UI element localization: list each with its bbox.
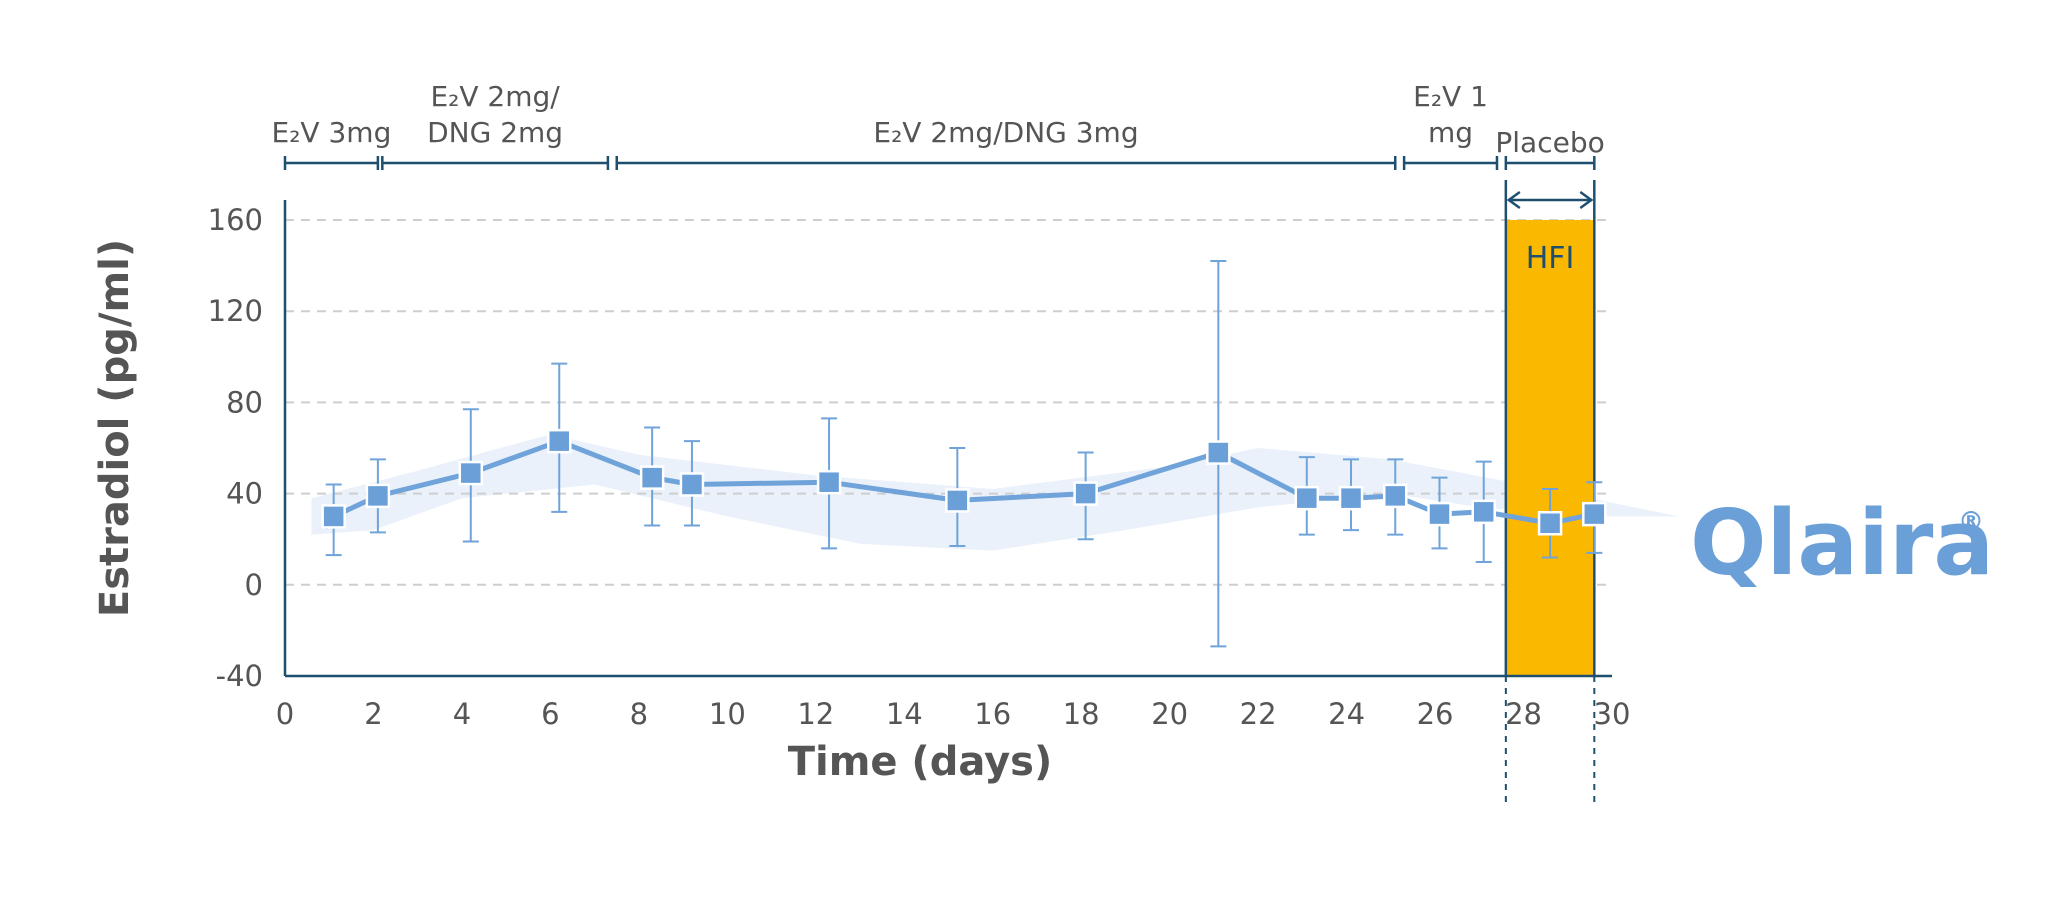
y-axis-title: Estradiol (pg/ml) <box>92 239 138 617</box>
hfi-region: HFI <box>1505 190 1595 676</box>
y-tick-label: 0 <box>245 568 263 602</box>
x-tick-label: 30 <box>1594 697 1631 731</box>
data-point <box>1073 481 1098 506</box>
x-tick-label: 6 <box>541 697 559 731</box>
data-point <box>1383 483 1408 509</box>
x-tick-label: 0 <box>276 697 294 731</box>
qlaira-logo: Qlaira ® <box>1690 491 1994 596</box>
y-tick-label: 80 <box>226 385 263 419</box>
hfi-bar <box>1505 220 1595 676</box>
x-tick-label: 14 <box>886 697 923 731</box>
x-axis-ticks: 0 2 4 6 8 10 12 14 16 18 20 22 24 26 28 30 <box>276 697 1631 731</box>
brand-name: Qlaira <box>1690 491 1994 596</box>
data-point <box>365 483 391 509</box>
x-tick-label: 10 <box>709 697 746 731</box>
phase-label-line2: DNG 2mg <box>427 116 563 149</box>
hfi-arrow-left-head <box>1506 190 1521 210</box>
x-tick-label: 28 <box>1505 697 1542 731</box>
data-point <box>1427 501 1452 527</box>
data-point <box>1582 501 1607 527</box>
x-tick-label: 12 <box>797 697 834 731</box>
hfi-arrow <box>1506 190 1594 210</box>
data-point <box>639 465 665 490</box>
data-point <box>458 460 484 486</box>
y-tick-label: -40 <box>216 659 263 693</box>
x-tick-label: 22 <box>1240 697 1277 731</box>
confidence-band <box>311 434 1679 551</box>
phase-label: E₂V 2mg/DNG 3mg <box>873 116 1138 149</box>
data-point <box>1471 499 1496 525</box>
y-axis-ticks: -40 0 40 80 120 160 <box>208 203 263 693</box>
brand-registered-mark: ® <box>1958 507 1984 537</box>
x-tick-label: 20 <box>1151 697 1188 731</box>
data-points <box>321 428 1607 536</box>
y-tick-label: 120 <box>208 294 263 328</box>
data-point <box>679 472 705 497</box>
y-tick-label: 160 <box>208 203 263 237</box>
x-tick-label: 16 <box>974 697 1011 731</box>
axes <box>283 180 1612 805</box>
data-point <box>1537 510 1563 536</box>
data-point <box>546 428 572 454</box>
x-tick-label: 26 <box>1417 697 1454 731</box>
x-axis-title: Time (days) <box>788 739 1053 785</box>
data-point <box>321 504 346 529</box>
data-point <box>816 469 842 495</box>
x-tick-label: 4 <box>453 697 471 731</box>
phase-label: E₂V 3mg <box>272 116 392 149</box>
data-point <box>945 488 970 513</box>
phase-annotations: E₂V 3mg E₂V 2mg/DNG 2mg E₂V 2mg/DNG 3mg E₂V… <box>272 80 1605 170</box>
x-tick-label: 2 <box>364 697 382 731</box>
x-tick-label: 24 <box>1328 697 1365 731</box>
band-shape <box>311 434 1679 551</box>
hfi-arrow-right-head <box>1579 190 1594 210</box>
x-tick-label: 18 <box>1063 697 1100 731</box>
data-point <box>1294 485 1320 511</box>
data-point <box>1206 440 1231 465</box>
hfi-label: HFI <box>1526 241 1575 276</box>
y-tick-label: 40 <box>226 477 263 511</box>
x-tick-label: 8 <box>630 697 648 731</box>
phase-label-line2: mg <box>1428 116 1473 149</box>
phase-label: E₂V 1 <box>1413 80 1488 113</box>
phase-label: Placebo <box>1495 126 1604 159</box>
data-point <box>1338 485 1364 511</box>
phase-label: E₂V 2mg/ <box>430 80 560 113</box>
